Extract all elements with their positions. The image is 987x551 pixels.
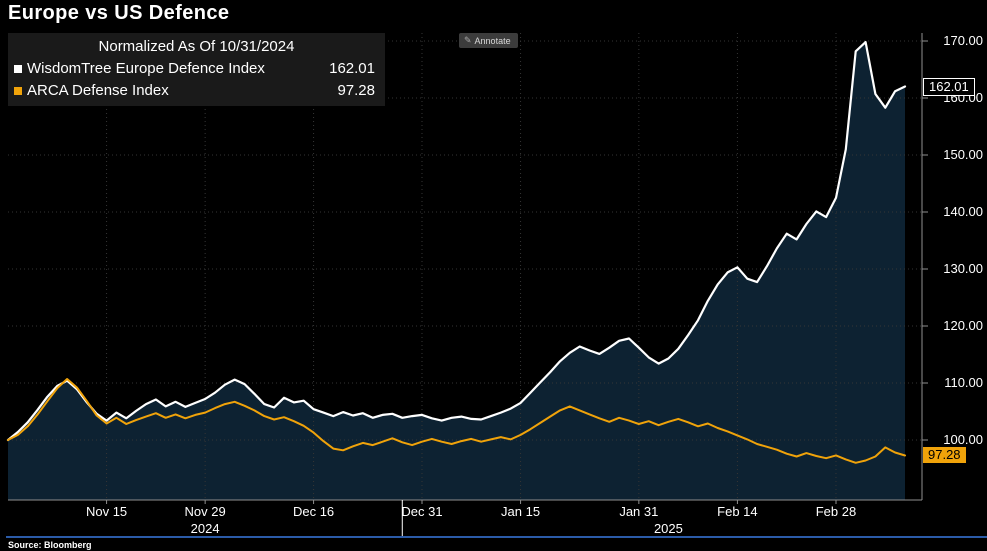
europe-series-label: WisdomTree Europe Defence Index [27,60,265,77]
arca-series-label: ARCA Defense Index [27,82,169,99]
legend-row-europe[interactable]: WisdomTree Europe Defence Index 162.01 [8,58,385,80]
y-tick-label: 110.00 [944,375,983,390]
legend-normalized-label: Normalized As Of 10/31/2024 [98,38,295,55]
arca-series-swatch [14,87,22,95]
y-tick-label: 150.00 [943,147,983,162]
source-label: Source: Bloomberg [8,540,92,550]
europe-area-fill [8,42,905,500]
arca-line [7,378,906,464]
europe-series-value: 162.01 [329,60,375,77]
y-tick-label: 100.00 [943,432,983,447]
pencil-icon: ✎ [464,35,472,45]
y-tick-label: 140.00 [943,204,983,219]
europe-series-swatch [14,65,22,73]
y-tick-label: 130.00 [943,261,983,276]
annotate-button-label: Annotate [474,35,511,46]
legend-box: Normalized As Of 10/31/2024 WisdomTree E… [8,33,385,106]
arca-last-value-badge: 97.28 [923,446,966,463]
arca-series-value: 97.28 [337,82,375,99]
legend-row-arca[interactable]: ARCA Defense Index 97.28 [8,80,385,102]
annotate-button[interactable]: ✎ Annotate [459,33,518,48]
europe-line [6,41,907,442]
bottom-divider [6,536,987,538]
y-tick-label: 170.00 [943,33,983,48]
page-title: Europe vs US Defence [8,2,230,24]
y-tick-label: 120.00 [943,318,983,333]
europe-last-value-badge: 162.01 [923,77,975,96]
